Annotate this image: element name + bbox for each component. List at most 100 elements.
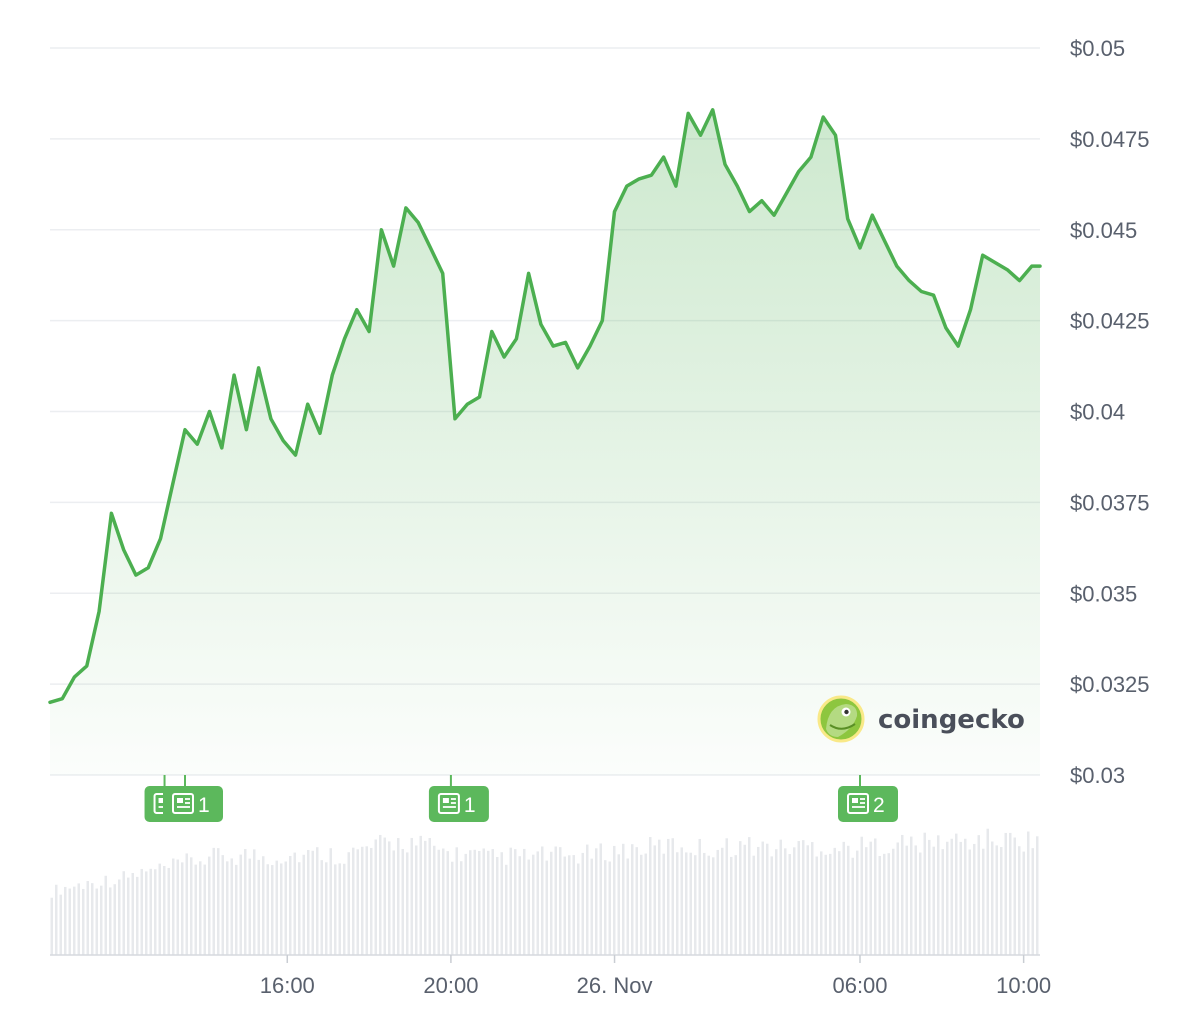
volume-bar — [406, 852, 409, 955]
y-axis: $0.05 $0.0475 $0.045 $0.0425 $0.04 $0.0375 $0.… — [1070, 36, 1150, 788]
volume-bar — [680, 847, 683, 955]
volume-bar — [586, 844, 589, 955]
volume-bar — [1009, 832, 1012, 955]
volume-bar — [689, 852, 692, 955]
volume-bar — [833, 847, 836, 955]
volume-bar — [941, 849, 944, 955]
volume-bar — [361, 846, 364, 955]
y-tick-label: $0.04 — [1070, 400, 1125, 425]
price-line — [48, 108, 1042, 705]
volume-bar — [388, 841, 391, 955]
volume-bar — [784, 848, 787, 955]
volume-bar — [743, 844, 746, 955]
y-tick-label: $0.0375 — [1070, 490, 1150, 515]
volume-bar — [955, 833, 958, 955]
volume-bar — [239, 854, 242, 955]
volume-bar — [545, 860, 548, 955]
volume-bar — [937, 835, 940, 955]
volume-bar — [127, 877, 130, 955]
volume-bar — [946, 841, 949, 955]
volume-bar — [415, 845, 418, 955]
volume-bar — [262, 856, 265, 955]
volume-bar — [95, 888, 98, 955]
volume-bar — [622, 843, 625, 955]
volume-bar — [712, 857, 715, 955]
volume-bar — [887, 853, 890, 955]
volume-bar — [199, 861, 202, 955]
volume-bar — [532, 854, 535, 955]
y-tick-label: $0.03 — [1070, 763, 1125, 788]
volume-bar — [869, 841, 872, 955]
volume-bar — [451, 861, 454, 955]
news-marker[interactable]: 1 — [428, 775, 489, 822]
news-marker[interactable]: 2 — [838, 775, 898, 822]
newspaper-icon — [847, 793, 869, 814]
volume-bar — [658, 839, 661, 955]
volume-bar — [878, 855, 881, 955]
volume-bar — [563, 856, 566, 955]
volume-bar — [982, 848, 985, 955]
volume-bar — [599, 843, 602, 955]
volume-bar — [892, 848, 895, 955]
volume-bar — [460, 861, 463, 955]
volume-bar — [226, 861, 229, 955]
volume-bar — [1027, 831, 1030, 955]
volume-bar — [100, 885, 103, 955]
volume-bar — [914, 845, 917, 955]
volume-bar — [172, 858, 175, 955]
volume-bar — [698, 838, 701, 955]
volume-bar — [896, 842, 899, 955]
news-marker-count: 1 — [464, 794, 476, 817]
price-area-fill — [50, 109, 1040, 776]
volume-bar — [824, 854, 827, 955]
volume-bar — [383, 837, 386, 955]
news-marker[interactable]: 1 — [163, 775, 223, 822]
volume-bar — [77, 883, 80, 955]
volume-bar — [433, 845, 436, 955]
volume-bar — [667, 838, 670, 955]
volume-bar — [577, 863, 580, 955]
x-tick-label: 16:00 — [260, 973, 315, 998]
volume-bar — [1022, 851, 1025, 955]
volume-bar — [559, 847, 562, 955]
y-tick-label: $0.035 — [1070, 581, 1137, 606]
volume-bar — [271, 865, 274, 955]
volume-bar — [676, 852, 679, 955]
watermark-label: coingecko — [878, 705, 1025, 735]
volume-bar — [176, 859, 179, 955]
volume-bar — [136, 876, 139, 955]
volume-bar — [343, 863, 346, 955]
volume-bar — [352, 847, 355, 955]
volume-bar — [847, 845, 850, 955]
volume-bar — [766, 843, 769, 955]
y-tick-label: $0.0425 — [1070, 309, 1150, 334]
x-tick-label: 06:00 — [832, 973, 887, 998]
volume-bar — [149, 868, 152, 955]
x-tick-label: 26. Nov — [577, 973, 653, 998]
volume-bar — [158, 863, 161, 955]
volume-bar — [122, 871, 125, 955]
newspaper-icon — [437, 793, 460, 814]
volume-bar — [356, 849, 359, 955]
volume-bar — [775, 849, 778, 955]
volume-bar — [752, 855, 755, 955]
volume-bar — [167, 867, 170, 955]
volume-bar — [919, 852, 922, 955]
volume-bar — [748, 837, 751, 955]
volume-bar — [163, 866, 166, 955]
volume-bar — [293, 852, 296, 955]
volume-bar — [838, 851, 841, 955]
volume-bar — [523, 848, 526, 955]
volume-bar — [968, 849, 971, 955]
volume-bar — [253, 849, 256, 955]
volume-bar — [131, 873, 134, 955]
news-marker-count: 1 — [198, 794, 210, 817]
news-markers[interactable]: 1 1 2 — [144, 775, 898, 822]
volume-bar — [455, 847, 458, 955]
volume-bar — [284, 861, 287, 955]
volume-bar — [793, 847, 796, 955]
volume-bar — [860, 836, 863, 955]
volume-bar — [626, 858, 629, 955]
gecko-logo-icon — [817, 695, 865, 743]
